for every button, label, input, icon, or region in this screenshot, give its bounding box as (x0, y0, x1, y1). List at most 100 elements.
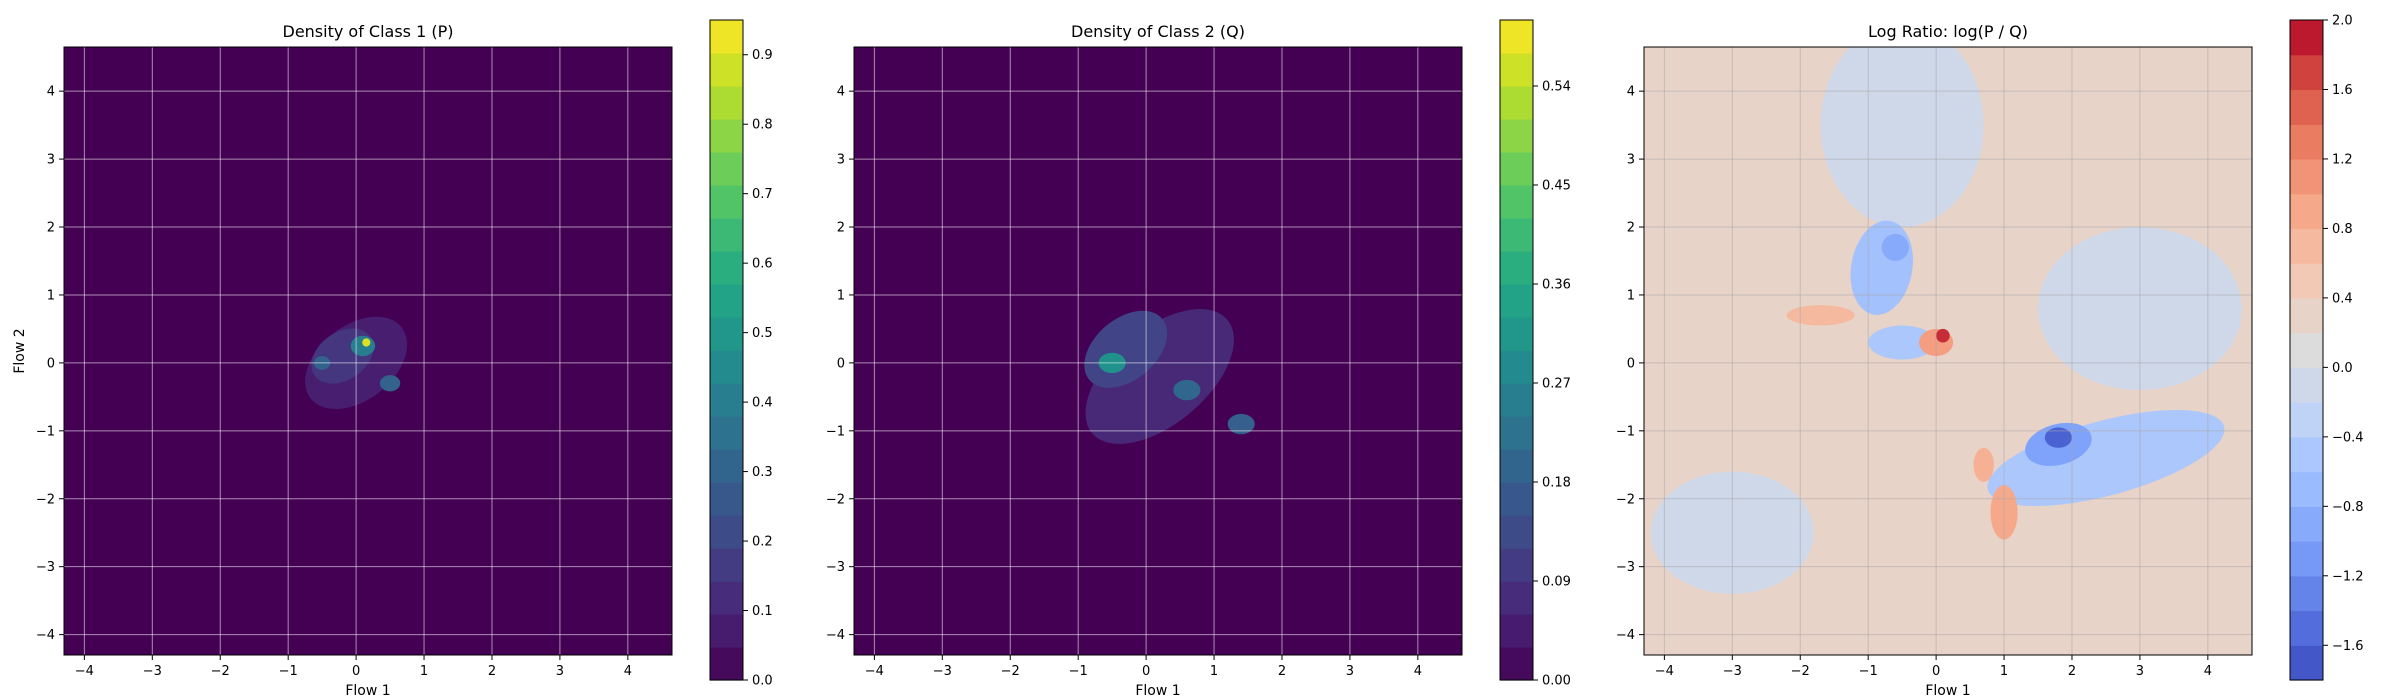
colorbar-band (1500, 416, 1533, 450)
colorbar-frame (1499, 19, 1534, 681)
colorbar-tick-label: −1.2 (2332, 569, 2364, 584)
colorbar-tick-label: 0.9 (752, 48, 773, 63)
colorbar-band (2290, 158, 2323, 195)
panel-1: −4 −3 −2 −1 0 1 2 3 4 −4 −3 −2 −1 0 1 2 3 4 Density of Cla… (12, 19, 773, 699)
density-blob (1987, 409, 2225, 506)
density-blob (1085, 309, 1234, 444)
x-tick-label: −1 (279, 664, 298, 679)
colorbar-band (710, 218, 743, 252)
colorbar-band (710, 515, 743, 549)
x-tick-label: 3 (556, 664, 564, 679)
density-blob (362, 338, 371, 347)
y-axis-label: Flow 2 (12, 328, 28, 373)
colorbar-band (2290, 436, 2323, 473)
colorbar-band (710, 251, 743, 285)
colorbar-tick-label: 0.36 (1542, 278, 1571, 293)
colorbar-band (2290, 402, 2323, 438)
colorbar-band (2290, 263, 2323, 299)
colorbar-tick-label: 0.3 (752, 465, 773, 480)
colorbar-band (1500, 614, 1533, 648)
panel-3: −4 −3 −2 −1 0 1 2 3 4 −4 −3 −2 −1 0 1 2 3 4 Log Ratio: log… (1616, 14, 2364, 700)
y-tick-label: 0 (47, 356, 55, 371)
colorbar-band (2290, 297, 2323, 334)
x-tick-label: −2 (1791, 664, 1810, 679)
y-tick-label: 0 (1627, 356, 1635, 371)
y-tick-label: 0 (837, 356, 845, 371)
axes-frame (1643, 46, 2253, 656)
colorbar-band (2290, 124, 2323, 160)
x-tick-label: 1 (2000, 664, 2008, 679)
density-blob (1936, 328, 1950, 343)
colorbar-band (1500, 548, 1533, 582)
colorbar-band (1500, 482, 1533, 516)
colorbar-frame (709, 19, 744, 681)
density-blob (1173, 379, 1201, 401)
colorbar-band (1500, 647, 1533, 681)
colorbar-band (710, 20, 743, 54)
colorbar: 0.0 0.1 0.2 0.3 0.4 0.5 0.6 0.7 0.8 0.9 (709, 19, 773, 689)
y-tick-label: −2 (826, 492, 845, 507)
colorbar-tick-label: 0.8 (752, 118, 773, 133)
colorbar-tick-label: 0.7 (752, 187, 773, 202)
colorbar-tick-label: 1.6 (2332, 83, 2353, 98)
colorbar-band (710, 86, 743, 120)
x-tick-label: 1 (1210, 664, 1218, 679)
x-tick-label: 3 (1346, 664, 1354, 679)
x-tick-label: 0 (1142, 664, 1150, 679)
colorbar-tick-label: −1.6 (2332, 639, 2364, 654)
colorbar-tick-label: 0.1 (752, 604, 773, 619)
chart-title: Log Ratio: log(P / Q) (1868, 22, 2028, 41)
colorbar-band (710, 119, 743, 153)
axes-frame (63, 46, 673, 656)
x-tick-label: 4 (1414, 664, 1422, 679)
colorbar-band (2290, 367, 2323, 403)
colorbar-band (1500, 449, 1533, 483)
colorbar-band (710, 284, 743, 318)
y-tick-label: −1 (36, 424, 55, 439)
colorbar-band (710, 350, 743, 384)
colorbar-band (710, 647, 743, 681)
y-tick-label: −4 (36, 628, 55, 643)
y-tick-label: 2 (47, 221, 55, 236)
colorbar-tick-label: 2.0 (2332, 14, 2353, 29)
x-tick-label: 1 (420, 664, 428, 679)
x-tick-label: 2 (488, 664, 496, 679)
colorbar-band (710, 383, 743, 417)
colorbar-band (1500, 284, 1533, 318)
axes-frame (853, 46, 1463, 656)
colorbar-tick-label: 0.0 (2332, 361, 2353, 376)
colorbar-band (2290, 645, 2323, 681)
x-tick-label: −1 (1069, 664, 1088, 679)
colorbar-band (1500, 86, 1533, 120)
colorbar-band (710, 614, 743, 648)
colorbar-band (710, 482, 743, 516)
colorbar-band (710, 185, 743, 219)
y-tick-label: −2 (1616, 492, 1635, 507)
colorbar-tick-label: 0.2 (752, 535, 773, 550)
x-tick-label: −3 (143, 664, 162, 679)
colorbar-tick-label: 0.54 (1542, 80, 1571, 95)
x-tick-label: −3 (933, 664, 952, 679)
colorbar-band (1500, 152, 1533, 186)
colorbar-tick-label: 0.45 (1542, 179, 1571, 194)
y-tick-label: 4 (47, 85, 55, 100)
density-blob (1881, 233, 1909, 261)
density-blob (350, 335, 376, 357)
colorbar-band (2290, 193, 2323, 230)
density-blob (1973, 447, 1994, 482)
y-tick-label: 2 (837, 221, 845, 236)
grid (1644, 47, 2252, 655)
x-tick-label: 0 (1932, 664, 1940, 679)
colorbar: −1.6 −1.2 −0.8 −0.4 0.0 0.4 0.8 1.2 1.6 2.0 (2289, 14, 2364, 681)
density-blob (1227, 413, 1255, 435)
colorbar-band (2290, 471, 2323, 507)
colorbar-tick-label: 0.5 (752, 326, 773, 341)
colorbar-tick-label: 0.6 (752, 257, 773, 272)
colorbar: 0.00 0.09 0.18 0.27 0.36 0.45 0.54 (1499, 19, 1571, 689)
panel-2: −4 −3 −2 −1 0 1 2 3 4 −4 −3 −2 −1 0 1 2 3 4 Density of Cla… (826, 19, 1571, 699)
y-tick-label: −4 (826, 628, 845, 643)
x-axis-label: Flow 1 (1135, 683, 1180, 699)
x-tick-label: −2 (1001, 664, 1020, 679)
colorbar-band (710, 317, 743, 351)
